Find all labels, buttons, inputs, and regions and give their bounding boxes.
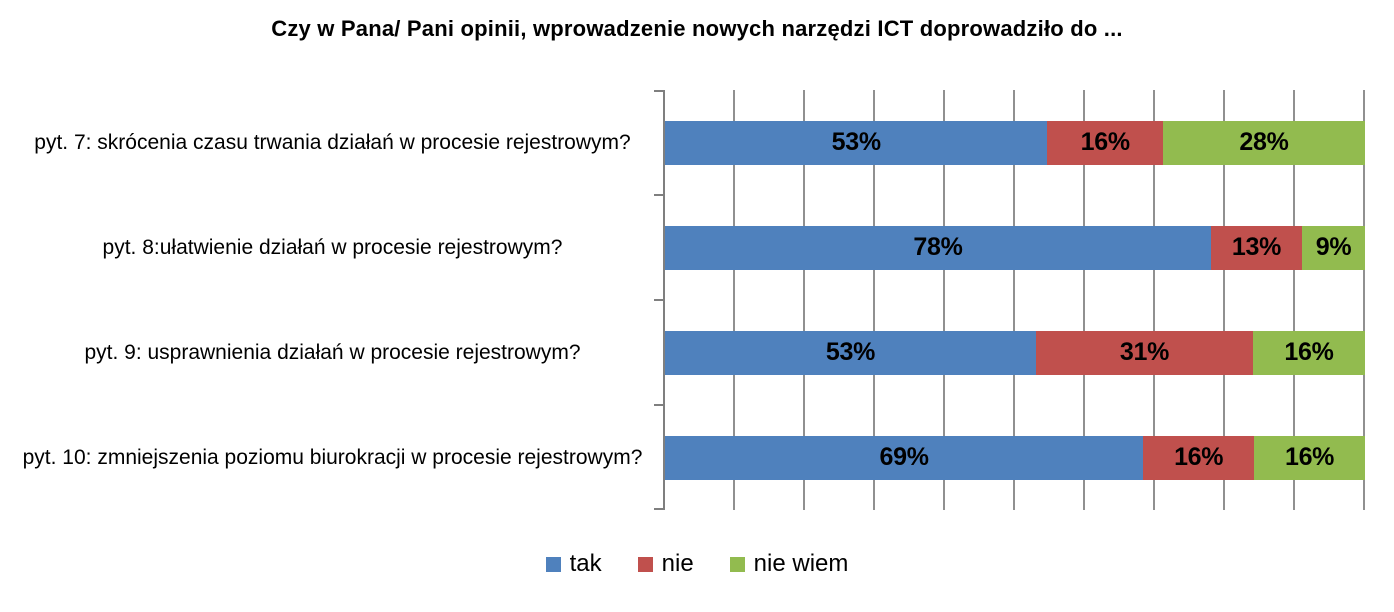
legend: tak nie nie wiem	[0, 550, 1394, 578]
bar-segment-nie-wiem: 28%	[1162, 120, 1365, 165]
data-label: 16%	[1080, 128, 1130, 156]
bar-segment-tak: 78%	[665, 225, 1211, 270]
bar-segment-nie: 13%	[1211, 225, 1302, 270]
category-label: pyt. 8:ułatwienie działań w procesie rej…	[102, 235, 563, 259]
data-label: 16%	[1284, 338, 1334, 366]
bar-segment-nie-wiem: 16%	[1253, 330, 1365, 375]
axis-tick	[654, 90, 663, 92]
category-label: pyt. 9: usprawnienia działań w procesie …	[84, 340, 581, 364]
bar-segment-tak: 53%	[665, 330, 1036, 375]
axis-tick	[654, 299, 663, 301]
axis-tick	[654, 404, 663, 406]
legend-item-nie: nie	[637, 550, 694, 578]
bar-segment-nie: 16%	[1047, 120, 1163, 165]
legend-label: nie wiem	[753, 550, 849, 577]
stacked-bar: 53% 31% 16%	[665, 330, 1365, 375]
bar-segment-nie-wiem: 16%	[1254, 435, 1365, 480]
data-label: 16%	[1174, 443, 1224, 471]
data-label: 9%	[1315, 233, 1352, 261]
data-label: 28%	[1239, 128, 1289, 156]
legend-label: nie	[661, 550, 694, 577]
legend-swatch	[637, 556, 653, 572]
plot-area: 53% 16% 28% 78% 13% 9% 53% 31% 16% 69% 16% 16%	[654, 90, 1365, 510]
chart-title: Czy w Pana/ Pani opinii, wprowadzenie no…	[271, 16, 1123, 41]
category-label: pyt. 7: skrócenia czasu trwania działań …	[34, 130, 631, 154]
legend-swatch	[545, 556, 561, 572]
data-label: 31%	[1119, 338, 1170, 366]
stacked-bar: 78% 13% 9%	[665, 225, 1365, 270]
stacked-bar: 69% 16% 16%	[665, 435, 1365, 480]
bar-segment-tak: 53%	[665, 120, 1048, 165]
axis-tick	[654, 194, 663, 196]
legend-swatch	[729, 556, 745, 572]
stacked-bar: 53% 16% 28%	[665, 120, 1365, 165]
legend-label: tak	[569, 550, 602, 577]
data-label: 78%	[913, 233, 963, 261]
legend-item-nie-wiem: nie wiem	[729, 550, 849, 578]
data-label: 13%	[1231, 233, 1282, 261]
bar-segment-tak: 69%	[665, 435, 1144, 480]
bar-segment-nie: 31%	[1036, 330, 1253, 375]
bar-segment-nie: 16%	[1143, 435, 1255, 480]
legend-item-tak: tak	[545, 550, 602, 578]
axis-tick	[654, 508, 663, 510]
bar-segment-nie-wiem: 9%	[1302, 225, 1365, 270]
data-label: 16%	[1284, 443, 1335, 471]
data-label: 69%	[879, 443, 929, 471]
category-label: pyt. 10: zmniejszenia poziomu biurokracj…	[22, 445, 643, 469]
data-label: 53%	[831, 128, 881, 156]
category-axis-labels: pyt. 7: skrócenia czasu trwania działań …	[10, 90, 655, 510]
data-label: 53%	[825, 338, 876, 366]
